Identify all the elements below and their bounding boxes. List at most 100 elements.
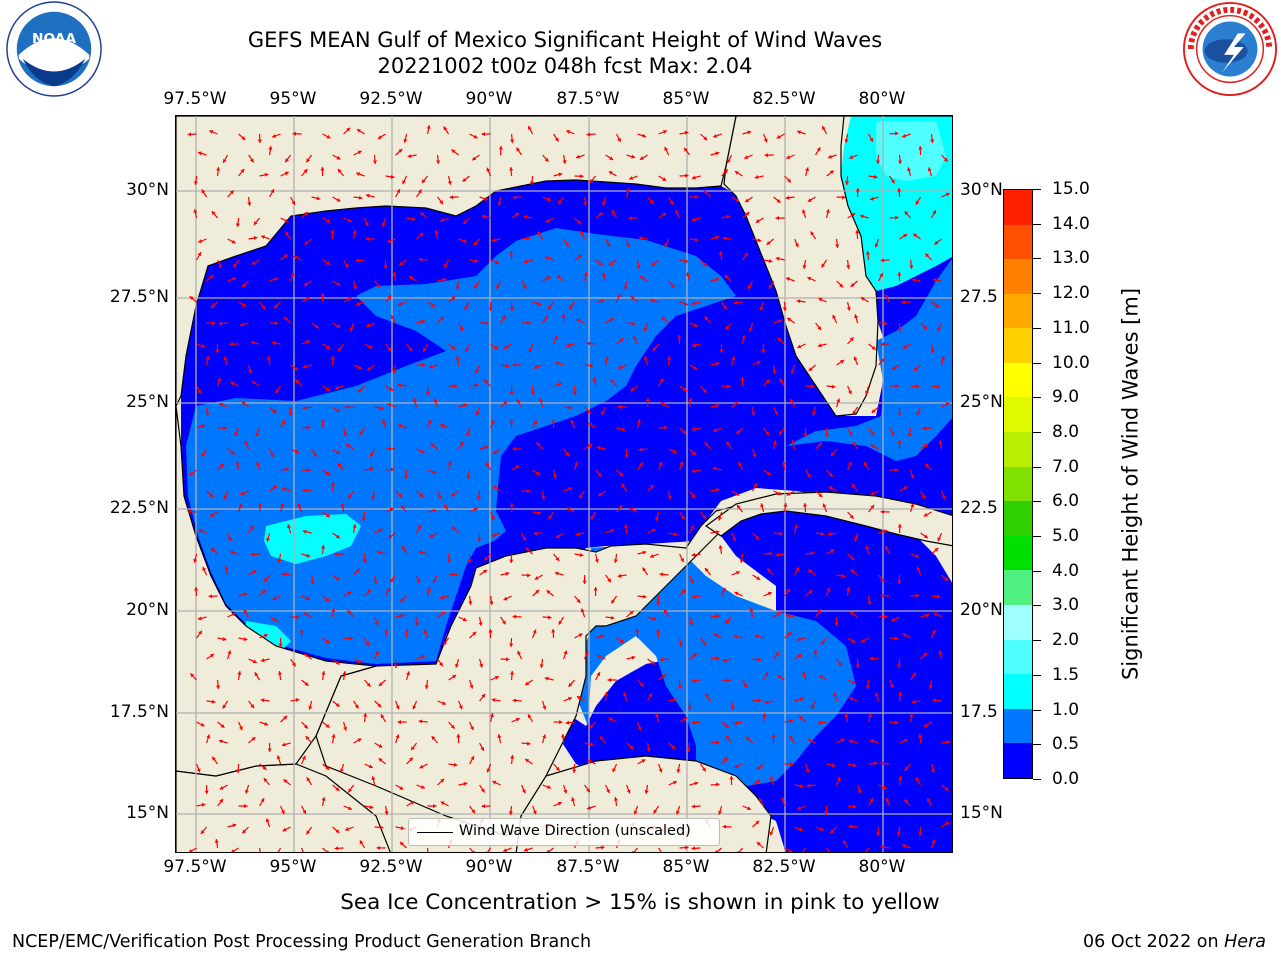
wave-direction-arrow [941,402,950,408]
colorbar-tick-mark [1033,605,1041,607]
wave-direction-arrow [500,363,510,369]
wave-direction-arrow [594,553,599,563]
wave-direction-arrow [655,713,660,723]
wave-direction-arrow [608,259,617,266]
wave-direction-arrow [658,461,663,471]
colorbar-tick-mark [1033,779,1041,780]
national-weather-service-logo [1182,1,1278,97]
wave-direction-arrow [290,364,299,371]
wave-direction-arrow [416,574,421,584]
colorbar-segment [1004,328,1032,363]
wave-direction-arrow [826,384,836,389]
wave-direction-arrow [832,692,838,702]
colorbar-tick-label: 5.0 [1052,526,1080,547]
wave-direction-arrow [277,670,282,681]
wave-direction-arrow [897,322,902,333]
wave-direction-arrow [847,679,857,685]
wave-direction-arrow [381,419,387,429]
wave-direction-arrow [626,321,636,326]
wave-direction-arrow [835,398,841,408]
wave-direction-arrow [433,398,439,408]
wave-direction-arrow [395,613,405,618]
wave-direction-arrow [933,612,942,618]
colorbar-segment [1004,224,1032,260]
colorbar-segment [1004,397,1032,433]
wave-direction-arrow [754,175,764,180]
colorbar-tick-mark [1033,709,1041,711]
lon-tick-label: 85°W [662,857,710,877]
wave-direction-arrow [639,154,648,161]
wave-direction-arrow [278,637,283,648]
wave-direction-arrow [189,673,198,681]
wave-direction-arrow [924,463,932,471]
wave-direction-arrow [920,443,929,450]
wave-direction-arrow [532,510,542,515]
wave-direction-arrow [725,616,733,625]
wave-direction-arrow [623,692,628,702]
wave-direction-arrow [865,545,870,555]
wave-direction-arrow [219,402,228,408]
wave-direction-arrow [322,217,331,223]
wave-direction-arrow [478,658,484,668]
wave-direction-arrow [416,448,425,454]
wave-direction-arrow [362,553,367,564]
wave-direction-arrow [321,671,326,681]
wave-direction-arrow [846,301,851,311]
wave-direction-arrow [855,187,860,198]
wave-direction-arrow [385,343,392,352]
wave-direction-arrow [593,586,598,597]
wave-direction-arrow [384,628,389,639]
wave-direction-arrow [512,195,522,200]
wave-direction-arrow [940,356,945,366]
wave-direction-arrow [344,826,354,831]
wave-direction-arrow [356,128,365,135]
wave-direction-arrow [602,272,607,282]
wave-direction-arrow [258,847,261,852]
wave-direction-arrow [331,607,336,618]
wave-direction-arrow [689,194,699,200]
wave-direction-arrow [412,700,418,710]
wave-direction-arrow [302,364,312,369]
wave-direction-arrow [781,460,787,471]
wave-direction-arrow [752,238,762,243]
colorbar-tick-mark [1033,258,1041,260]
colorbar-tick-mark [1033,570,1041,572]
wave-direction-arrow [447,175,452,185]
wave-direction-arrow [196,630,203,639]
wave-direction-arrow [829,826,837,834]
wave-direction-arrow [931,384,941,389]
wave-direction-arrow [676,763,681,773]
wave-direction-arrow [398,259,407,266]
wave-direction-arrow [897,271,902,282]
wave-direction-arrow [353,195,363,200]
wave-direction-arrow [595,469,603,478]
wave-direction-arrow [909,713,914,723]
wave-direction-arrow [616,133,622,143]
wave-direction-arrow [426,847,429,852]
wave-direction-arrow [800,847,807,852]
colorbar [1003,189,1033,779]
wave-direction-arrow [469,133,478,139]
wave-direction-arrow [404,469,409,480]
wave-direction-arrow [469,383,479,388]
wave-direction-arrow [689,490,696,499]
legend-line-swatch [417,832,453,833]
wave-direction-arrow [404,628,409,639]
wave-direction-arrow [777,337,785,345]
wave-direction-arrow [271,133,281,138]
wave-direction-arrow [188,847,197,852]
wave-direction-arrow [588,721,597,729]
wave-direction-arrow [869,196,879,201]
wave-direction-arrow [345,443,354,450]
wave-direction-arrow [202,566,208,576]
wave-direction-arrow [931,629,936,639]
wave-direction-arrow [741,335,746,345]
wave-direction-arrow [865,385,870,395]
wave-direction-arrow [846,586,851,597]
wave-direction-arrow [196,251,202,261]
wave-direction-arrow [364,637,370,647]
wave-direction-arrow [689,322,699,328]
wave-direction-arrow [466,469,471,479]
wave-direction-arrow [322,847,329,852]
wave-direction-arrow [803,502,808,513]
